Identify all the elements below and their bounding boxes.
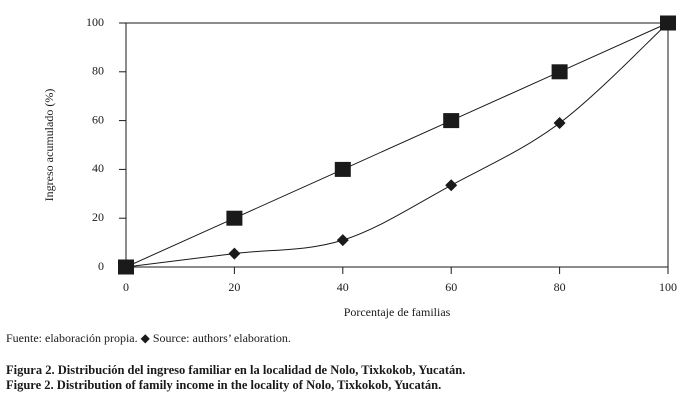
- y-axis-label: Ingreso acumulado (%): [42, 89, 56, 202]
- diamond-marker: [228, 247, 241, 260]
- y-tick-label: 40: [92, 161, 104, 175]
- diamond-marker: [662, 17, 674, 29]
- x-tick-label: 100: [659, 280, 677, 294]
- square-marker: [334, 161, 351, 177]
- diamond-marker: [553, 117, 566, 130]
- square-marker: [226, 210, 243, 226]
- square-marker: [443, 113, 460, 129]
- y-tick-label: 0: [98, 259, 104, 273]
- series-line: [125, 22, 669, 268]
- y-tick-label: 20: [92, 210, 104, 224]
- x-tick-label: 40: [337, 280, 349, 294]
- diamond-marker: [445, 179, 458, 192]
- x-tick-label: 20: [228, 280, 240, 294]
- plot-frame: [125, 22, 669, 268]
- x-tick-label: 60: [445, 280, 457, 294]
- square-marker: [551, 64, 568, 80]
- diamond-marker: [120, 261, 132, 273]
- y-tick-label: 100: [86, 15, 104, 29]
- caption: Figure 2. Distribution of family income …: [6, 378, 441, 392]
- source-note: Fuente: elaboración propia. ◆ Source: au…: [6, 331, 291, 345]
- x-tick-label: 80: [554, 280, 566, 294]
- x-axis-label: Porcentaje de familias: [344, 305, 451, 319]
- y-tick-label: 80: [92, 64, 104, 78]
- x-tick-label: 0: [123, 280, 129, 294]
- caption: Figura 2. Distribución del ingreso famil…: [6, 363, 465, 377]
- diamond-marker: [336, 234, 349, 247]
- y-tick-label: 60: [92, 112, 104, 126]
